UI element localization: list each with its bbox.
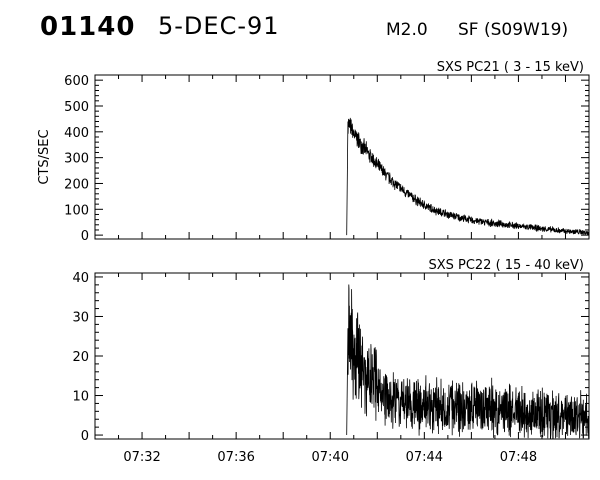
x-ticks-pc22 xyxy=(94,273,590,439)
y-axis-label: CTS/SEC xyxy=(37,129,52,184)
y-tick-label: 10 xyxy=(72,390,89,405)
series-line-pc21 xyxy=(346,117,590,236)
flare-location: SF (S09W19) xyxy=(458,20,569,40)
y-axis-pc21: 0 100 200 300 400 500 600 xyxy=(64,74,589,244)
panel-title-pc21: SXS PC21 ( 3 - 15 keV) xyxy=(437,60,584,75)
x-tick-label: 07:36 xyxy=(217,450,254,465)
y-tick-label: 0 xyxy=(81,229,89,244)
panel-title-pc22: SXS PC22 ( 15 - 40 keV) xyxy=(428,258,584,273)
series-line-pc22 xyxy=(346,284,590,439)
y-tick-label: 600 xyxy=(64,74,89,89)
flare-class: M2.0 xyxy=(386,20,428,40)
event-date: 5-DEC-91 xyxy=(158,12,280,40)
x-tick-label: 07:32 xyxy=(123,450,160,465)
y-tick-label: 500 xyxy=(64,100,89,115)
y-tick-label: 100 xyxy=(64,203,89,218)
chart-panel-pc21: SXS PC21 ( 3 - 15 keV) CTS/SEC 0 100 200 30… xyxy=(37,60,590,244)
x-tick-label: 07:44 xyxy=(406,450,443,465)
y-tick-label: 20 xyxy=(72,350,89,365)
y-tick-label: 40 xyxy=(72,271,89,286)
x-ticks-pc21 xyxy=(94,75,590,239)
plot-frame-pc21 xyxy=(94,74,590,240)
x-tick-label: 07:48 xyxy=(500,450,537,465)
y-tick-label: 200 xyxy=(64,177,89,192)
y-tick-label: 400 xyxy=(64,126,89,141)
y-tick-label: 300 xyxy=(64,152,89,167)
event-id: 01140 xyxy=(40,12,136,42)
y-tick-label: 0 xyxy=(81,429,89,444)
x-tick-label: 07:40 xyxy=(312,450,349,465)
x-axis-time-labels: 07:32 07:36 07:40 07:44 07:48 xyxy=(123,450,537,465)
y-tick-label: 30 xyxy=(72,310,89,325)
y-axis-pc22: 0 10 20 30 40 xyxy=(72,271,589,444)
